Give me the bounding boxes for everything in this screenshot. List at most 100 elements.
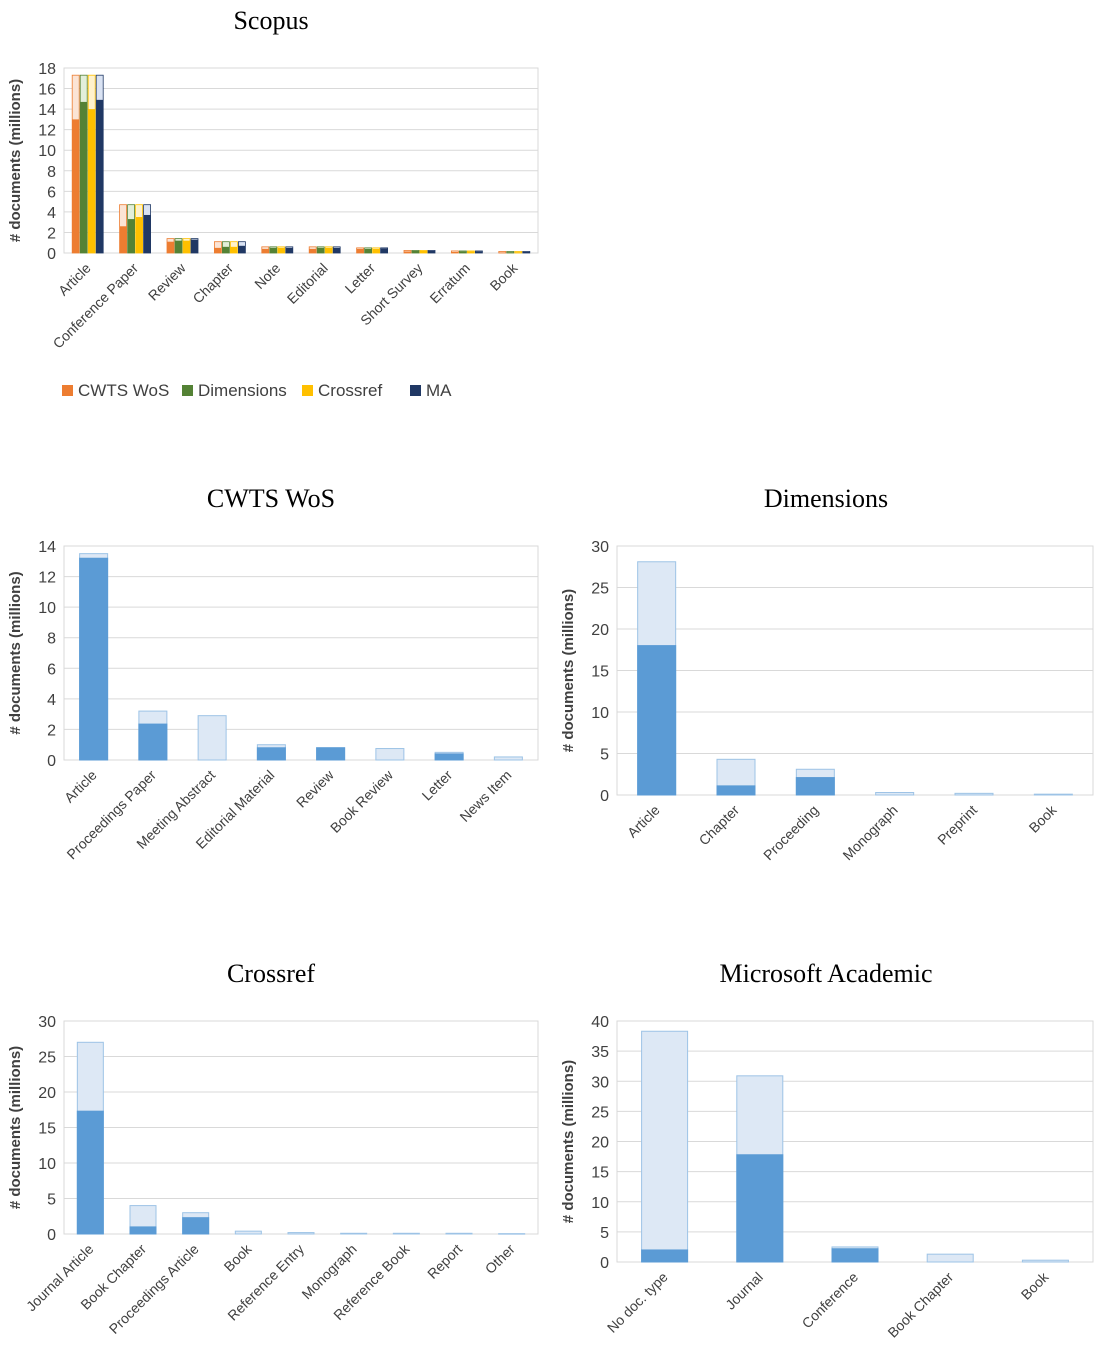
- bar-total: [1033, 793, 1073, 796]
- x-tick-label: Book Review: [327, 766, 397, 836]
- bar-total: [493, 756, 523, 761]
- bar-matched: [434, 753, 464, 761]
- y-tick-label: 20: [591, 1135, 609, 1152]
- legend-swatch: [182, 385, 193, 396]
- y-tick-label: 14: [38, 539, 56, 556]
- y-tick-label: 25: [591, 1104, 609, 1121]
- bar-matched-cwts-wos: [72, 119, 80, 253]
- y-axis-label: # documents (millions): [7, 79, 24, 242]
- x-tick-label: No doc. type: [604, 1269, 671, 1336]
- x-tick-label: Review: [293, 766, 337, 810]
- x-tick-label: Other: [482, 1241, 518, 1277]
- bar-matched: [129, 1226, 157, 1235]
- x-tick-label: News Item: [456, 767, 514, 825]
- x-tick-label: Proceedings Article: [106, 1241, 202, 1337]
- bar-matched-crossref: [230, 246, 238, 253]
- y-tick-label: 35: [591, 1044, 609, 1061]
- y-tick-label: 0: [600, 788, 609, 805]
- y-tick-label: 20: [38, 1085, 56, 1102]
- bar-matched-crossref: [372, 248, 380, 253]
- bar-total: [641, 1030, 689, 1263]
- bar-matched: [79, 557, 109, 761]
- bar-matched-crossref: [467, 251, 475, 253]
- x-tick-label: Book: [221, 1240, 256, 1275]
- bar-matched-dimensions: [317, 247, 325, 253]
- bar-total: [498, 1233, 526, 1235]
- bar-matched-crossref: [135, 217, 143, 253]
- x-tick-label: Conference: [799, 1269, 862, 1332]
- chart-4: Microsoft Academic 0 5 10 15 20 25 30 35 40 # docu…: [560, 959, 1094, 1341]
- y-axis-label: # documents (millions): [7, 571, 24, 734]
- plot-area: [63, 67, 539, 254]
- x-tick-label: Proceeding: [760, 802, 821, 863]
- y-tick-label: 6: [47, 184, 56, 201]
- bar-total: [375, 748, 405, 761]
- x-tick-label: Article: [624, 802, 663, 841]
- y-tick-label: 4: [47, 692, 56, 709]
- y-tick-label: 12: [38, 570, 56, 587]
- x-tick-label: Monograph: [839, 802, 900, 863]
- bar-matched-cwts-wos: [451, 251, 459, 253]
- bar-matched: [637, 645, 677, 796]
- y-tick-label: 16: [38, 82, 56, 99]
- chart-2: Dimensions 0 5 10 15 20 25 30 # documents (milli…: [560, 484, 1094, 863]
- y-tick-label: 5: [600, 1225, 609, 1242]
- bar-matched-dimensions: [80, 101, 88, 254]
- chart-3: Crossref 0 5 10 15 20 25 30 # documents (million…: [7, 959, 539, 1337]
- y-tick-label: 10: [591, 1195, 609, 1212]
- y-tick-label: 20: [591, 622, 609, 639]
- bar-matched: [795, 777, 835, 796]
- x-tick-label: Book: [1018, 1268, 1053, 1303]
- bar-matched-dimensions: [364, 248, 372, 253]
- y-tick-label: 8: [47, 164, 56, 181]
- bar-matched-crossref: [277, 247, 285, 253]
- legend: CWTS WoS Dimensions Crossref MA: [62, 381, 452, 400]
- bar-matched-ma: [238, 245, 246, 253]
- bar-total: [954, 792, 994, 796]
- x-tick-label: Report: [424, 1241, 465, 1282]
- y-axis-label: # documents (millions): [560, 589, 577, 752]
- y-tick-label: 12: [38, 123, 56, 140]
- bar-total: [392, 1232, 420, 1235]
- x-tick-label: Letter: [342, 260, 379, 297]
- bar-matched: [256, 747, 286, 761]
- bar-matched: [641, 1249, 689, 1263]
- y-tick-label: 0: [47, 1227, 56, 1244]
- bar-matched-dimensions: [459, 251, 467, 253]
- y-tick-label: 0: [600, 1255, 609, 1272]
- bar-total: [926, 1253, 974, 1263]
- legend-swatch: [410, 385, 421, 396]
- x-tick-label: Conference Paper: [50, 260, 142, 352]
- y-tick-label: 18: [38, 61, 56, 78]
- x-tick-label: Article: [55, 260, 94, 299]
- bar-matched-ma: [475, 251, 483, 253]
- bar-total: [234, 1230, 262, 1235]
- y-tick-label: 2: [47, 225, 56, 242]
- x-tick-label: Review: [145, 259, 189, 303]
- bar-matched-ma: [191, 239, 198, 253]
- bar-total: [1021, 1259, 1069, 1263]
- bar-matched: [736, 1154, 784, 1263]
- bar-matched-dimensions: [127, 219, 135, 253]
- x-tick-label: Note: [251, 260, 283, 292]
- y-tick-label: 4: [47, 205, 56, 222]
- y-tick-label: 30: [591, 1074, 609, 1091]
- y-tick-label: 15: [591, 664, 609, 681]
- bar-matched-ma: [428, 250, 435, 253]
- bar-matched-cwts-wos: [119, 226, 127, 253]
- bar-matched: [76, 1110, 104, 1235]
- bar-matched-crossref: [183, 240, 190, 253]
- x-tick-label: Preprint: [934, 802, 980, 848]
- bar-matched-dimensions: [222, 246, 230, 253]
- x-tick-label: Editorial: [284, 260, 331, 307]
- plot-area: [63, 545, 539, 761]
- legend-swatch: [62, 385, 73, 396]
- bar-matched-cwts-wos: [356, 248, 364, 253]
- y-tick-label: 25: [591, 581, 609, 598]
- bar-total: [875, 792, 915, 796]
- bar-matched: [831, 1248, 879, 1263]
- bar-matched-crossref: [420, 250, 427, 253]
- legend-label: MA: [426, 381, 452, 400]
- chart-title: Dimensions: [764, 484, 888, 513]
- bar-matched: [716, 785, 756, 796]
